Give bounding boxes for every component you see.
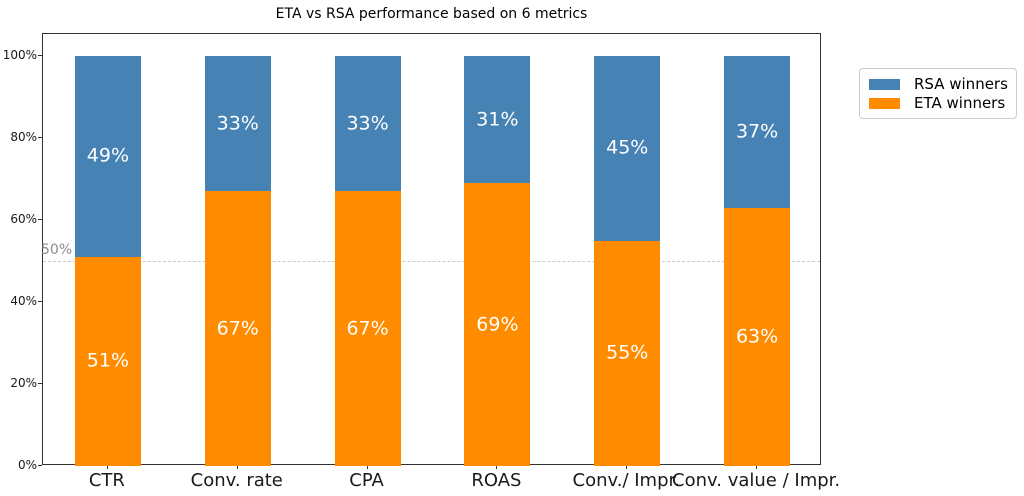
bar-value-label-eta: 69% bbox=[476, 313, 519, 336]
legend-swatch-eta bbox=[869, 97, 900, 109]
x-tick-label: CPA bbox=[349, 470, 384, 491]
y-tick-label: 80% bbox=[10, 130, 37, 144]
y-tick-mark bbox=[38, 465, 42, 466]
bar-value-label-rsa: 45% bbox=[606, 136, 649, 159]
reference-line-50pct bbox=[43, 261, 820, 262]
x-tick-mark bbox=[236, 465, 238, 469]
legend-label-rsa: RSA winners bbox=[914, 74, 1008, 93]
y-tick-mark bbox=[38, 383, 42, 384]
y-tick-mark bbox=[38, 219, 42, 220]
x-tick-mark bbox=[756, 465, 758, 469]
x-tick-mark bbox=[626, 465, 628, 469]
bar-segment-rsa bbox=[594, 56, 661, 241]
bar-segment-eta bbox=[334, 191, 401, 466]
bar-value-label-rsa: 31% bbox=[476, 108, 519, 131]
bar-segment-eta bbox=[464, 183, 531, 466]
y-tick-label: 60% bbox=[10, 212, 37, 226]
bar-value-label-eta: 51% bbox=[86, 349, 130, 372]
x-tick-mark bbox=[106, 465, 108, 469]
y-tick-mark bbox=[38, 301, 42, 302]
bar-value-label-rsa: 49% bbox=[86, 144, 130, 167]
y-tick-label: 20% bbox=[10, 376, 37, 390]
bar-value-label-eta: 63% bbox=[735, 325, 779, 348]
x-tick-label: Conv. rate bbox=[190, 470, 283, 491]
y-tick-label: 100% bbox=[2, 48, 37, 62]
y-tick-mark bbox=[38, 137, 42, 138]
bar-segment-rsa bbox=[464, 56, 531, 184]
bar-segment-eta bbox=[204, 191, 271, 466]
x-tick-label: ROAS bbox=[471, 470, 522, 491]
bar-segment-eta bbox=[594, 240, 661, 466]
bar-value-label-rsa: 37% bbox=[735, 120, 779, 143]
x-tick-mark bbox=[366, 465, 368, 469]
plot-area: 49% 51% 33% 67% 33% 67% 31% 69% 45% 55% 37% 63% bbox=[42, 33, 821, 466]
x-tick-label: Conv. value / Impr. bbox=[672, 470, 841, 491]
bar-segment-rsa bbox=[204, 56, 271, 192]
reference-line-label: 50% bbox=[41, 242, 73, 258]
x-tick-label: Conv./ Impr. bbox=[572, 470, 681, 491]
legend-swatch-rsa bbox=[869, 78, 900, 90]
bar-segment-rsa bbox=[724, 56, 791, 208]
legend-row-eta: ETA winners bbox=[869, 93, 1007, 112]
legend-label-eta: ETA winners bbox=[914, 93, 1006, 112]
bar-value-label-eta: 67% bbox=[216, 317, 259, 340]
x-tick-label: CTR bbox=[88, 470, 125, 491]
bar-value-label-eta: 67% bbox=[346, 317, 389, 340]
chart-title: ETA vs RSA performance based on 6 metric… bbox=[275, 6, 588, 22]
y-tick-label: 40% bbox=[10, 294, 37, 308]
legend: RSA winners ETA winners bbox=[859, 68, 1017, 119]
bar-segment-rsa bbox=[334, 56, 401, 192]
bar-value-label-rsa: 33% bbox=[216, 112, 259, 135]
y-tick-mark bbox=[38, 55, 42, 56]
y-tick-label: 0% bbox=[17, 458, 37, 472]
bar-value-label-eta: 55% bbox=[606, 341, 649, 364]
bar-value-label-rsa: 33% bbox=[346, 112, 389, 135]
x-tick-mark bbox=[496, 465, 498, 469]
legend-row-rsa: RSA winners bbox=[869, 74, 1008, 93]
bar-segment-eta bbox=[74, 256, 141, 466]
bar-segment-rsa bbox=[74, 56, 141, 257]
bar-segment-eta bbox=[724, 207, 791, 466]
